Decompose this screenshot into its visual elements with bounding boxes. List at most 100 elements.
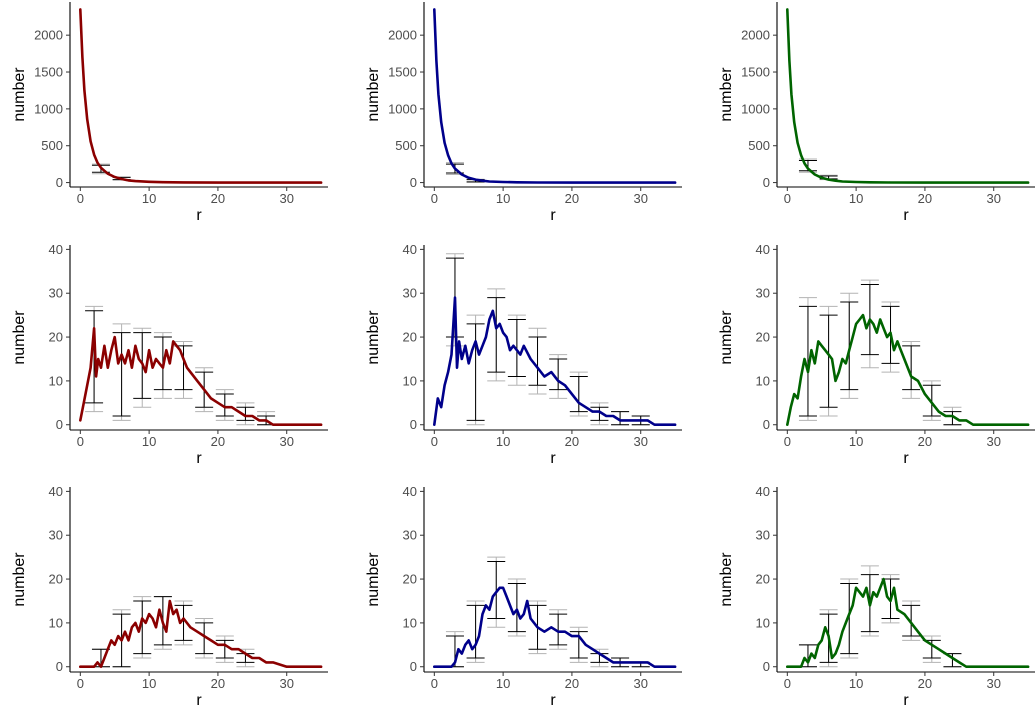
error-bar bbox=[569, 371, 588, 417]
y-tick-label: 30 bbox=[403, 528, 417, 543]
x-tick-label: 0 bbox=[784, 191, 791, 206]
panel-r1c1: 0 10 20 30 0 500 1000 1500 2000 r number bbox=[11, 2, 328, 224]
x-tick-label: 20 bbox=[918, 676, 932, 691]
y-tick-label: 10 bbox=[756, 373, 770, 388]
x-tick-label: 10 bbox=[496, 191, 510, 206]
x-axis-title: r bbox=[550, 207, 556, 224]
error-bar bbox=[487, 288, 506, 382]
y-tick-label: 1500 bbox=[388, 65, 417, 80]
y-tick-label: 20 bbox=[49, 330, 63, 345]
x-tick-label: 0 bbox=[784, 434, 791, 449]
error-bar bbox=[236, 402, 255, 426]
y-tick-label: 1000 bbox=[388, 101, 417, 116]
error-bar bbox=[943, 406, 962, 426]
y-tick-label: 20 bbox=[756, 572, 770, 587]
error-bar bbox=[195, 618, 214, 659]
x-axis-title: r bbox=[903, 207, 909, 224]
x-tick-label: 0 bbox=[431, 434, 438, 449]
y-axis-title: number bbox=[11, 67, 28, 122]
error-bar bbox=[133, 327, 152, 408]
x-tick-label: 10 bbox=[496, 434, 510, 449]
y-tick-label: 30 bbox=[49, 528, 63, 543]
error-bar bbox=[528, 327, 547, 395]
error-bar bbox=[507, 578, 526, 637]
y-axis-title: number bbox=[11, 310, 28, 365]
y-tick-label: 0 bbox=[56, 417, 63, 432]
y-tick-label: 500 bbox=[41, 138, 63, 153]
error-bar bbox=[819, 305, 838, 417]
y-tick-label: 1500 bbox=[34, 65, 63, 80]
error-bar bbox=[466, 600, 485, 663]
series-line bbox=[785, 313, 1030, 427]
x-tick-label: 10 bbox=[142, 434, 156, 449]
x-axis-title: r bbox=[196, 450, 202, 467]
y-tick-label: 0 bbox=[56, 659, 63, 674]
x-tick-label: 20 bbox=[918, 434, 932, 449]
error-bar bbox=[611, 657, 630, 668]
error-bar bbox=[215, 635, 234, 663]
x-tick-label: 0 bbox=[77, 434, 84, 449]
error-bar bbox=[798, 297, 817, 421]
y-tick-label: 20 bbox=[49, 572, 63, 587]
x-tick-label: 0 bbox=[431, 676, 438, 691]
x-axis-title: r bbox=[550, 692, 556, 709]
y-tick-label: 0 bbox=[763, 417, 770, 432]
x-tick-label: 10 bbox=[142, 191, 156, 206]
error-bar bbox=[840, 578, 859, 659]
error-bar bbox=[590, 402, 609, 426]
x-axis-title: r bbox=[550, 450, 556, 467]
x-tick-label: 30 bbox=[986, 676, 1000, 691]
y-tick-label: 1500 bbox=[741, 65, 770, 80]
y-tick-label: 2000 bbox=[388, 28, 417, 43]
y-tick-label: 500 bbox=[748, 138, 770, 153]
y-tick-label: 2000 bbox=[741, 28, 770, 43]
y-tick-label: 20 bbox=[403, 572, 417, 587]
y-tick-label: 40 bbox=[756, 484, 770, 499]
series-line bbox=[79, 326, 323, 427]
x-tick-label: 30 bbox=[633, 191, 647, 206]
x-tick-label: 20 bbox=[211, 191, 225, 206]
y-tick-label: 500 bbox=[395, 138, 417, 153]
y-tick-label: 30 bbox=[403, 286, 417, 301]
error-bar bbox=[507, 314, 526, 386]
series-line bbox=[79, 599, 323, 669]
error-bar bbox=[590, 648, 609, 668]
y-axis-title: number bbox=[365, 67, 382, 122]
y-tick-label: 40 bbox=[756, 242, 770, 257]
y-tick-label: 10 bbox=[49, 373, 63, 388]
panel-r1c3: 0 10 20 30 0 500 1000 1500 2000 r number bbox=[718, 2, 1035, 224]
x-tick-label: 30 bbox=[633, 434, 647, 449]
x-tick-label: 30 bbox=[279, 191, 293, 206]
y-axis-title: number bbox=[365, 310, 382, 365]
x-tick-label: 20 bbox=[565, 434, 579, 449]
y-tick-label: 10 bbox=[403, 373, 417, 388]
y-tick-label: 0 bbox=[410, 175, 417, 190]
y-axis-title: number bbox=[365, 552, 382, 607]
panel-r3c2: 0 10 20 30 0 10 20 30 40 r number bbox=[365, 484, 682, 709]
panel-r1c2: 0 10 20 30 0 500 1000 1500 2000 r number bbox=[365, 2, 682, 224]
x-tick-label: 20 bbox=[565, 676, 579, 691]
y-tick-label: 40 bbox=[49, 484, 63, 499]
y-tick-label: 30 bbox=[49, 286, 63, 301]
x-tick-label: 10 bbox=[142, 676, 156, 691]
error-bar bbox=[174, 600, 193, 646]
panel-r3c3: 0 10 20 30 0 10 20 30 40 r number bbox=[718, 484, 1035, 709]
y-tick-label: 0 bbox=[56, 175, 63, 190]
y-tick-label: 1000 bbox=[741, 101, 770, 116]
x-tick-label: 20 bbox=[211, 434, 225, 449]
error-bar bbox=[611, 411, 630, 426]
series-line bbox=[432, 8, 677, 184]
error-bar bbox=[215, 389, 234, 421]
x-tick-label: 0 bbox=[431, 191, 438, 206]
x-tick-label: 30 bbox=[633, 676, 647, 691]
y-axis-title: number bbox=[718, 310, 735, 365]
y-tick-label: 30 bbox=[756, 528, 770, 543]
error-bar bbox=[569, 626, 588, 663]
panel-r2c1: 0 10 20 30 0 10 20 30 40 r number bbox=[11, 242, 328, 467]
x-tick-label: 10 bbox=[849, 676, 863, 691]
y-tick-label: 10 bbox=[49, 615, 63, 630]
x-tick-label: 30 bbox=[986, 434, 1000, 449]
y-tick-label: 40 bbox=[49, 242, 63, 257]
x-tick-label: 20 bbox=[918, 191, 932, 206]
